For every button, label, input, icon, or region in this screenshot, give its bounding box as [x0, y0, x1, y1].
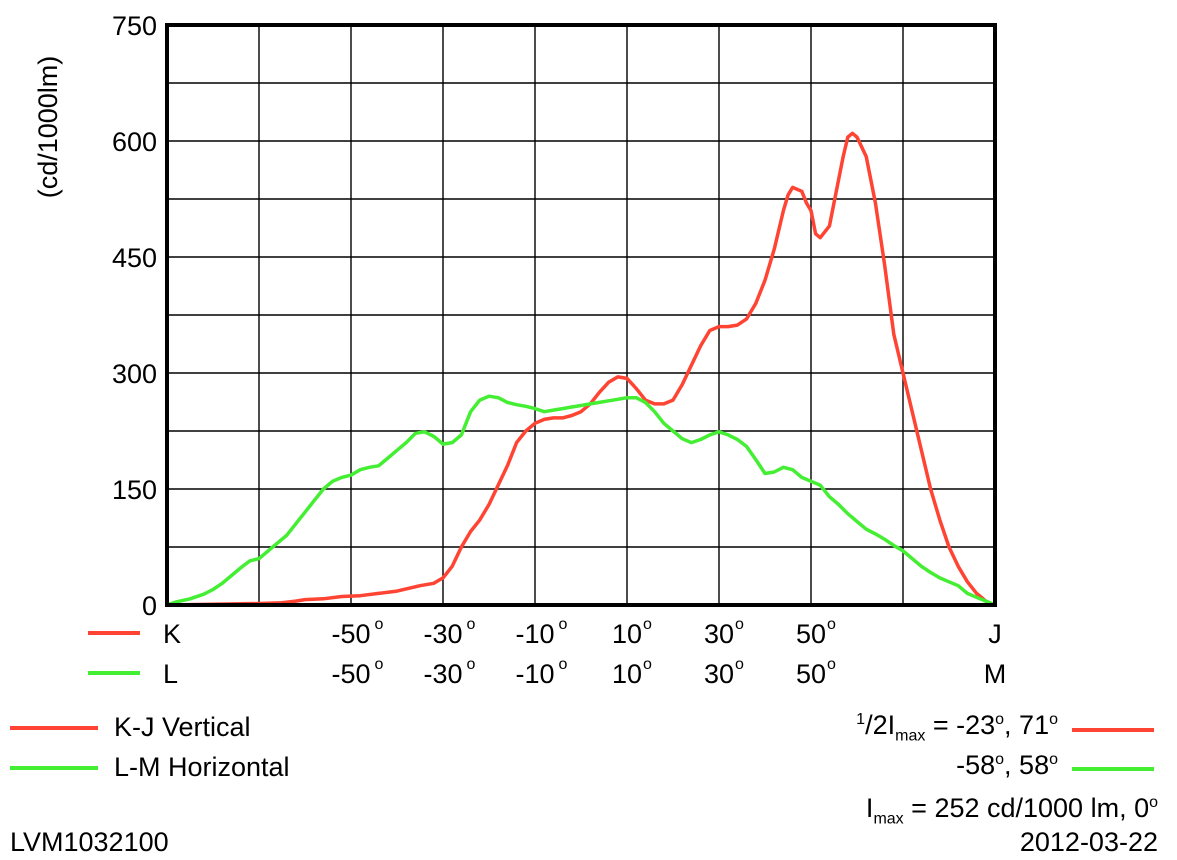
degree-mark: o: [1049, 711, 1058, 728]
x-tick-label: 30: [704, 619, 734, 649]
x-tick-label: -50: [331, 619, 370, 649]
degree-mark: o: [827, 656, 836, 673]
degree-mark: o: [643, 616, 652, 633]
degree-mark: o: [467, 656, 476, 673]
degree-mark: o: [827, 616, 836, 633]
half-imax-row2: -58o, 58o: [956, 752, 1058, 779]
degree-mark: o: [995, 751, 1005, 768]
x-tick-label: -30: [423, 659, 462, 689]
plot-frame: [165, 23, 997, 607]
imax-text: = 252 cd/1000 lm, 0: [903, 793, 1150, 823]
x-tick-label: 30: [704, 659, 734, 689]
product-code: LVM1032100: [10, 827, 169, 857]
x-tick-label: 10: [612, 619, 642, 649]
half-imax-sub: max: [895, 727, 926, 745]
half-imax-row2-b: , 58: [1004, 750, 1050, 780]
degree-mark: o: [559, 616, 568, 633]
degree-mark: o: [735, 656, 744, 673]
y-tick-labels: 0 150 300 450 600 750: [112, 11, 157, 621]
grid-lines: [167, 25, 995, 605]
imax-row: Imax = 252 cd/1000 lm, 0o: [866, 795, 1158, 827]
x-tick-label: -10: [515, 659, 554, 689]
series-line: [166, 394, 996, 607]
x-tick-label: 50: [796, 619, 826, 649]
series-group: [166, 131, 996, 607]
degree-mark: o: [643, 656, 652, 673]
half-imax-row1: 1/2Imax = -23o, 71o: [856, 712, 1058, 744]
lm-legend-line: [10, 766, 98, 770]
degree-mark: o: [995, 711, 1005, 728]
half-imax-red-line: [1072, 728, 1154, 732]
imax-I: I: [865, 793, 874, 823]
imax-sub: max: [873, 810, 904, 828]
half-imax-green-line: [1072, 767, 1154, 771]
kj-legend-label: K-J Vertical: [114, 712, 251, 742]
x-tick-label: -50: [331, 659, 370, 689]
y-tick-label: 750: [112, 11, 157, 41]
x-tick-labels: K J-50 o -30 o -10 o 10 o 30 o 50 oL M-50 o -30 o -10 o 10 o…: [88, 616, 1006, 689]
half-imax-eq: = -23: [925, 710, 996, 740]
kj-legend-line: [10, 726, 98, 730]
y-axis-label: (cd/1000lm): [33, 56, 63, 199]
y-tick-label: 600: [112, 127, 157, 157]
degree-mark: o: [375, 616, 384, 633]
y-tick-label: 0: [142, 591, 157, 621]
x-tick-label: -30: [423, 619, 462, 649]
degree-mark: o: [1049, 751, 1058, 768]
x-tick-label: 10: [612, 659, 642, 689]
axis-row-start: K: [163, 619, 181, 649]
x-tick-label: 50: [796, 659, 826, 689]
degree-mark: o: [1149, 794, 1158, 811]
degree-mark: o: [735, 616, 744, 633]
axis-row-end: J: [988, 619, 1002, 649]
half-imax-row2-a: -58: [956, 750, 996, 780]
x-tick-label: -10: [515, 619, 554, 649]
series-line: [166, 131, 996, 607]
half-imax-prefix: /2I: [865, 710, 896, 740]
half-imax-sup: 1: [856, 711, 866, 728]
half-imax-v1: , 71: [1004, 710, 1050, 740]
degree-mark: o: [559, 656, 568, 673]
y-tick-label: 150: [112, 475, 157, 505]
axis-row-start: L: [163, 659, 178, 689]
degree-mark: o: [375, 656, 384, 673]
axis-row-end: M: [984, 659, 1007, 689]
date-stamp: 2012-03-22: [1019, 827, 1158, 857]
y-tick-label: 300: [112, 359, 157, 389]
degree-mark: o: [467, 616, 476, 633]
y-tick-label: 450: [112, 243, 157, 273]
lm-legend-label: L-M Horizontal: [114, 752, 290, 782]
